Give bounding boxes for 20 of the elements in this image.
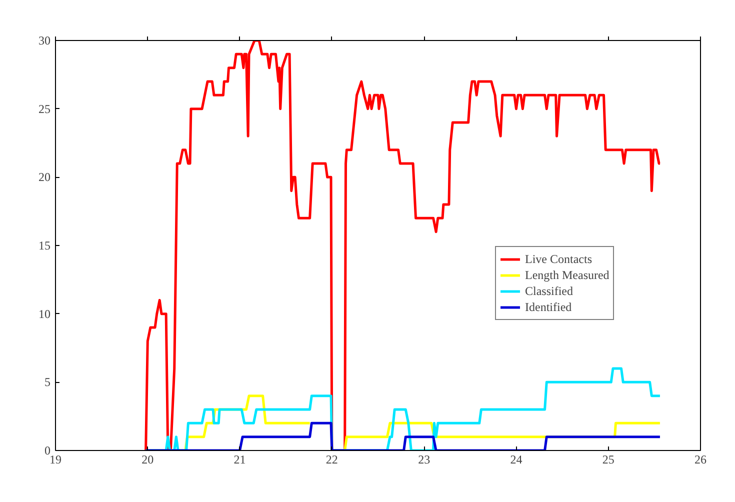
x-tick-label: 22 xyxy=(326,452,338,466)
y-tick-label: 20 xyxy=(38,170,50,184)
y-tick-label: 15 xyxy=(38,238,50,252)
x-tick-label: 26 xyxy=(694,452,706,466)
line-series xyxy=(144,40,662,450)
x-tick-label: 20 xyxy=(142,452,154,466)
x-tick-label: 19 xyxy=(50,452,62,466)
x-tick-label: 23 xyxy=(418,452,430,466)
x-tick-label: 24 xyxy=(510,452,522,466)
legend-label: Live Contacts xyxy=(525,252,592,266)
y-tick-label: 30 xyxy=(38,34,50,48)
x-tick-label: 21 xyxy=(234,452,246,466)
legend-label: Identified xyxy=(525,300,572,314)
y-tick-label: 5 xyxy=(44,375,50,390)
y-tick-label: 0 xyxy=(44,444,50,458)
legend-label: Classified xyxy=(525,284,573,298)
y-tick-label: 25 xyxy=(38,102,50,116)
x-tick-label: 25 xyxy=(602,452,614,466)
legend-label: Length Measured xyxy=(525,268,610,282)
y-tick-label: 10 xyxy=(38,306,50,321)
